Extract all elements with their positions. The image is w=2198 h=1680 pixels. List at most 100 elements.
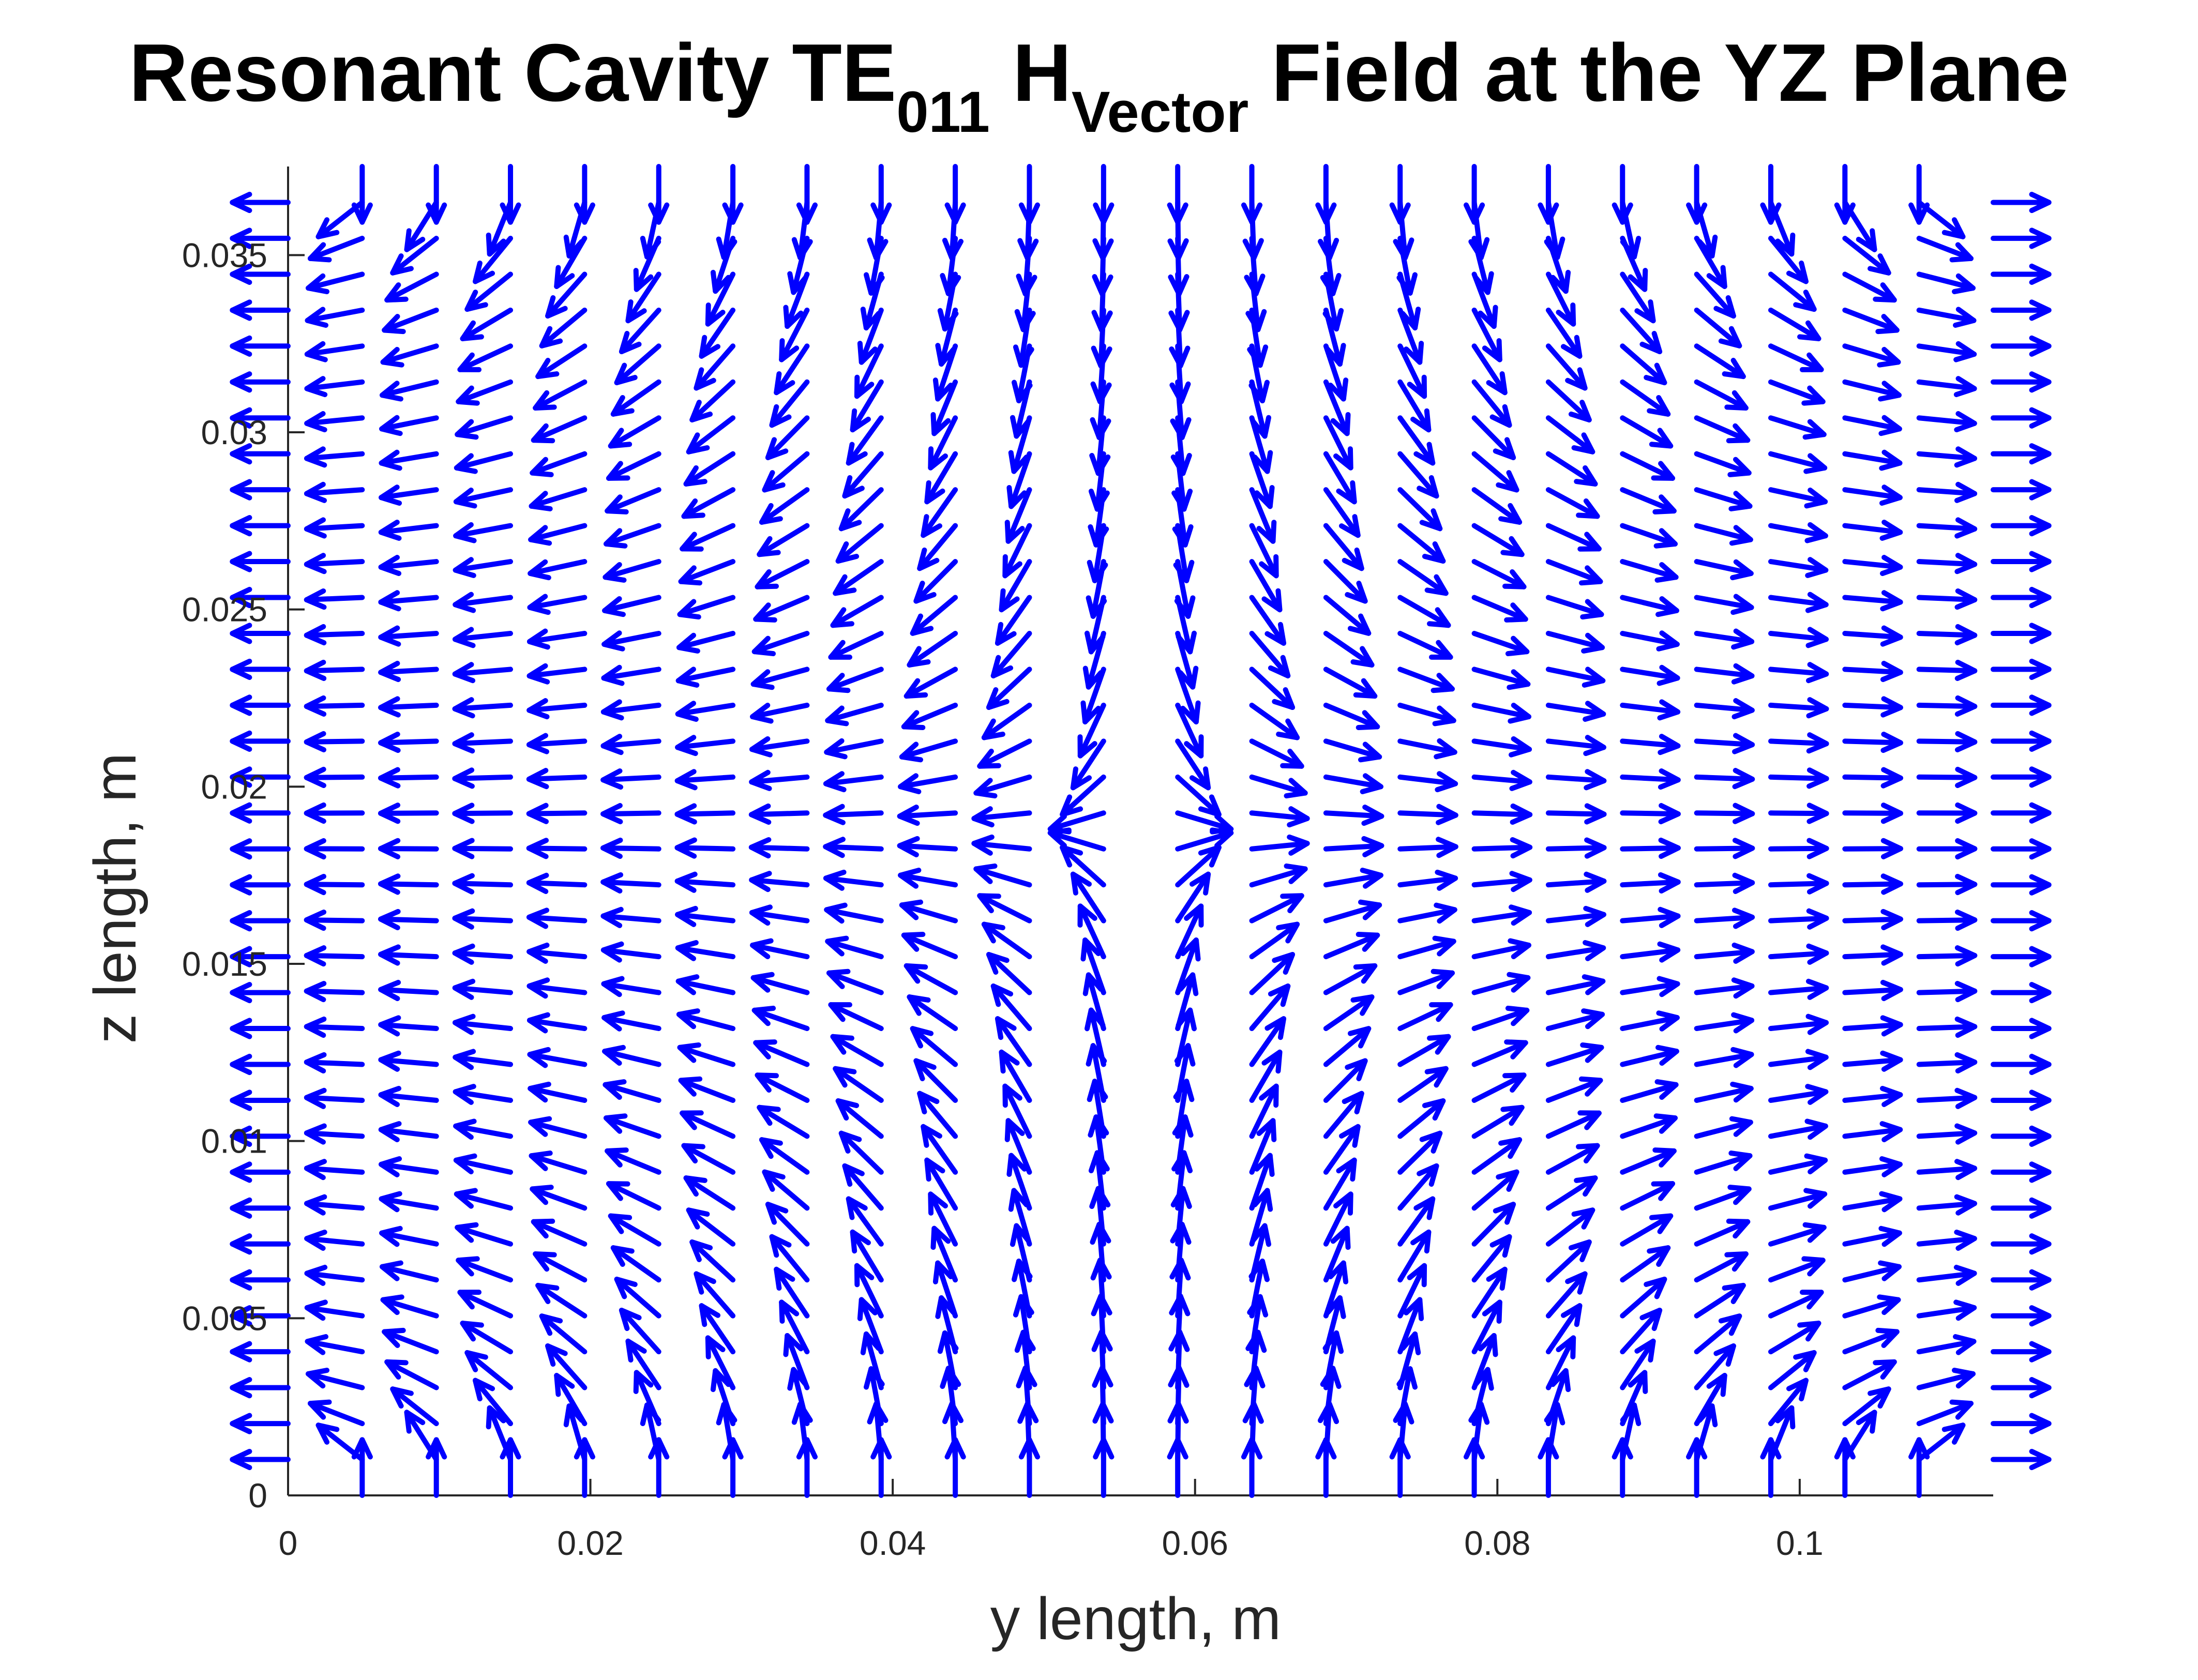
field-arrow: [1400, 741, 1455, 757]
field-arrow: [603, 875, 659, 891]
field-arrow: [456, 1156, 510, 1172]
field-arrow: [1622, 840, 1678, 856]
field-arrow: [381, 912, 436, 928]
field-arrow: [1993, 1056, 2049, 1072]
field-arrow: [1763, 167, 1779, 222]
field-arrow: [1474, 840, 1530, 856]
field-arrow: [604, 944, 659, 960]
field-arrow: [455, 770, 510, 786]
field-arrow: [1919, 309, 1974, 325]
arrow-shaft: [307, 991, 363, 993]
arrow-shaft: [455, 777, 510, 779]
field-arrow: [455, 876, 510, 892]
field-arrow: [387, 274, 436, 300]
field-arrow: [831, 633, 881, 657]
field-arrow: [678, 703, 733, 719]
field-arrow: [827, 939, 881, 957]
arrow-shaft: [307, 669, 363, 671]
field-arrow: [232, 1020, 288, 1036]
x-axis-label: y length, m: [990, 1586, 1281, 1652]
field-arrow: [1622, 490, 1674, 512]
field-arrow: [384, 310, 436, 331]
field-arrow: [904, 934, 955, 957]
field-arrow: [826, 774, 881, 790]
field-arrow: [1548, 943, 1603, 959]
field-arrow: [455, 1017, 510, 1033]
field-arrow: [232, 338, 288, 354]
field-arrow: [754, 975, 807, 993]
field-arrow: [835, 562, 881, 593]
field-arrow: [799, 167, 815, 222]
arrow-shaft: [1771, 777, 1827, 779]
field-arrow: [829, 669, 881, 690]
field-arrow: [307, 449, 362, 465]
field-arrow: [613, 1248, 659, 1280]
field-arrow: [1993, 1164, 2049, 1180]
field-arrow: [307, 1267, 362, 1283]
field-arrow: [904, 705, 955, 728]
field-arrow: [307, 841, 363, 857]
field-arrow: [1771, 595, 1826, 611]
field-arrow: [1771, 911, 1827, 927]
field-arrow: [307, 912, 363, 928]
field-arrow: [381, 1124, 436, 1140]
field-arrow: [1845, 1053, 1900, 1069]
field-arrow: [1697, 806, 1753, 822]
field-arrow: [1400, 705, 1454, 724]
field-arrow: [1919, 379, 1975, 395]
field-arrow: [1548, 1011, 1602, 1028]
field-arrow: [1548, 703, 1603, 719]
field-arrow: [307, 520, 362, 536]
field-arrow: [1697, 875, 1753, 891]
field-arrow: [383, 1297, 436, 1315]
field-arrow: [1622, 979, 1677, 995]
field-arrow: [1993, 805, 2049, 821]
field-arrow: [1771, 454, 1825, 472]
field-arrow: [752, 907, 807, 923]
field-arrow: [1548, 977, 1603, 993]
field-arrow: [529, 666, 584, 682]
field-arrow: [1474, 773, 1530, 789]
arrow-shaft: [529, 848, 585, 849]
field-arrow: [605, 1082, 658, 1100]
field-arrow: [1771, 805, 1827, 821]
field-arrow: [1697, 1187, 1749, 1208]
field-arrow: [382, 1263, 436, 1280]
field-arrow: [354, 167, 370, 222]
field-arrow: [1622, 1013, 1677, 1029]
field-arrow: [1474, 490, 1520, 522]
field-arrow: [902, 902, 955, 921]
field-arrow: [381, 876, 436, 892]
field-arrow: [1548, 1113, 1599, 1136]
field-arrow: [1178, 813, 1231, 831]
field-arrow: [604, 633, 659, 649]
field-arrow: [232, 1451, 288, 1467]
field-arrow: [1474, 669, 1528, 687]
field-arrow: [1548, 669, 1603, 685]
field-arrow: [1993, 1308, 2049, 1324]
field-arrow: [455, 700, 510, 716]
field-arrow: [529, 945, 584, 961]
field-arrow: [689, 1210, 733, 1244]
field-arrow: [455, 840, 510, 856]
field-arrow: [752, 739, 807, 755]
field-arrow: [725, 167, 741, 222]
field-arrow: [974, 837, 1029, 853]
field-arrow: [1474, 1108, 1522, 1137]
field-arrow: [456, 1122, 510, 1138]
field-arrow: [1993, 625, 2049, 641]
field-arrow: [319, 1425, 363, 1459]
field-arrow: [458, 1259, 510, 1280]
field-arrow: [381, 1088, 436, 1104]
field-arrow: [1548, 454, 1595, 484]
field-arrow: [678, 737, 733, 753]
field-arrow: [1622, 382, 1668, 414]
field-arrow: [759, 526, 807, 555]
field-arrow: [1845, 841, 1901, 857]
field-arrow: [1697, 454, 1749, 475]
arrow-shaft: [1919, 920, 1975, 921]
y-tick-label: 0.02: [201, 767, 267, 806]
field-arrow: [1919, 238, 1971, 260]
field-arrow: [1697, 1015, 1752, 1031]
field-arrow: [1845, 1124, 1900, 1140]
